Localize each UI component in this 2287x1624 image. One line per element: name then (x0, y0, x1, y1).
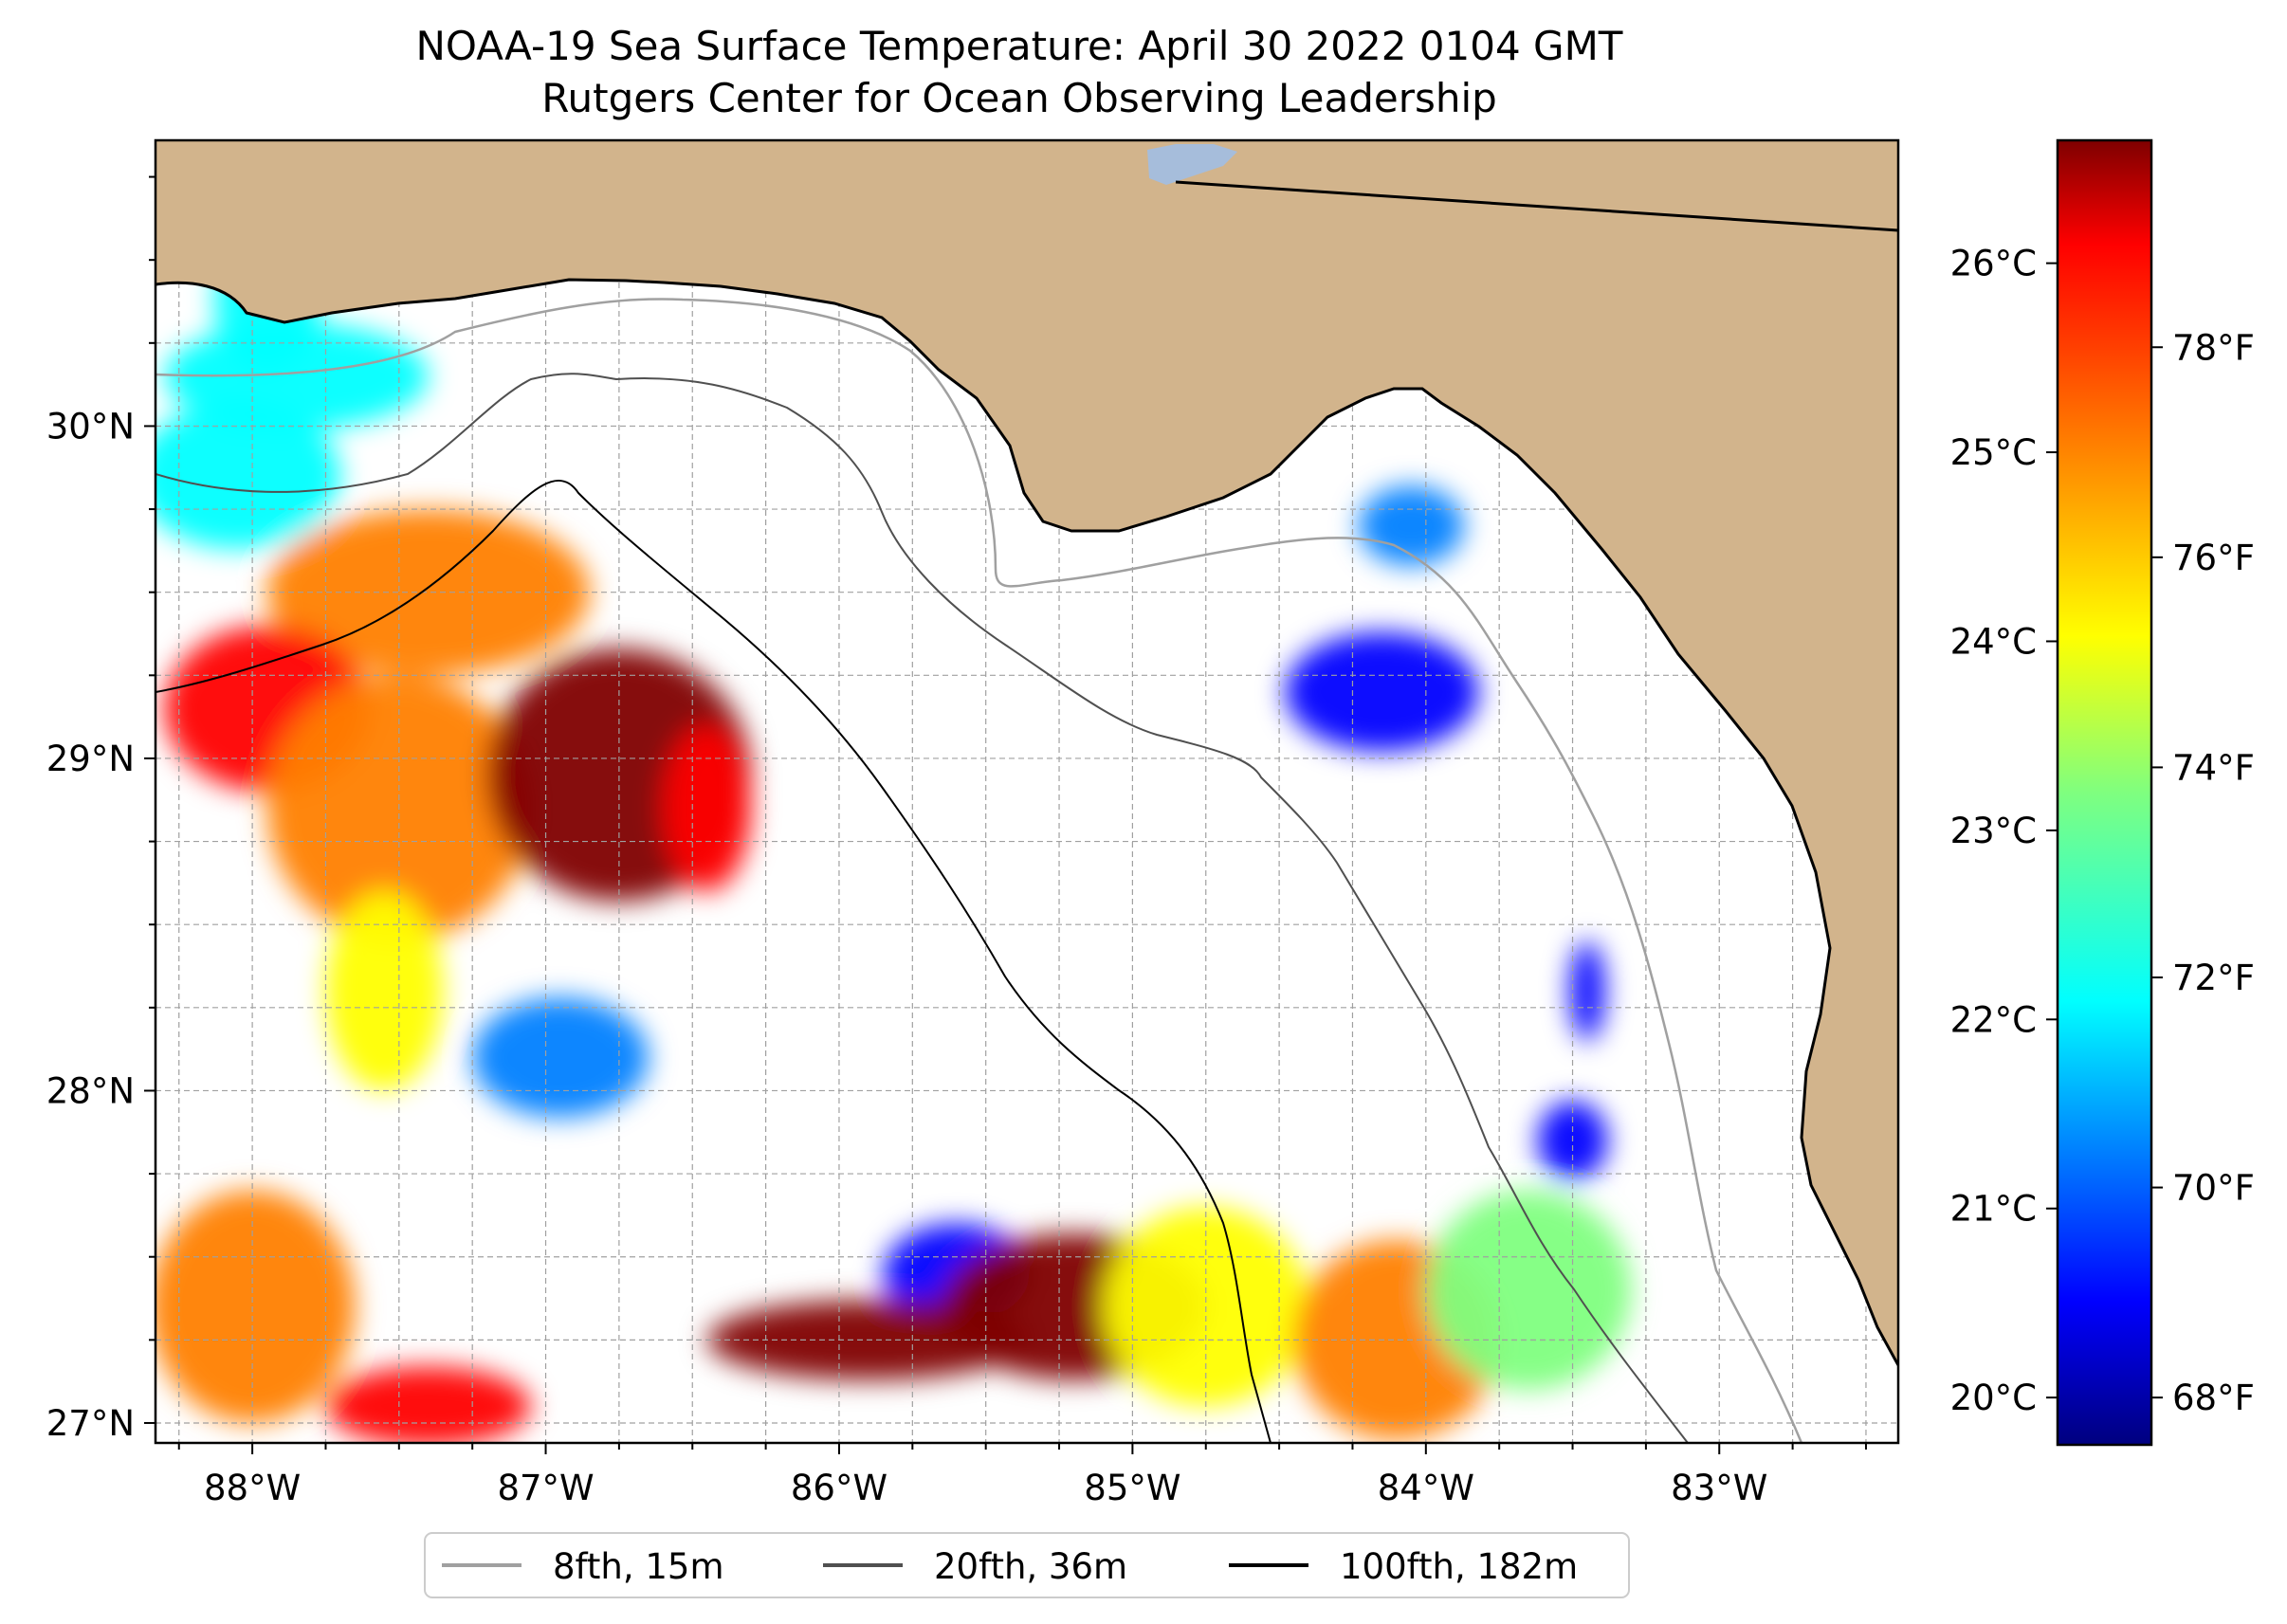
state-boundary (1175, 180, 1898, 232)
celsius-tick-label: 25°C (1950, 432, 2037, 473)
contour-100fth (156, 480, 1272, 1443)
fahrenheit-tick-label: 70°F (2172, 1168, 2255, 1209)
contour-8fth (156, 298, 1803, 1443)
lat-tick-label: 29°N (46, 739, 135, 779)
land-mass (156, 140, 1898, 1365)
sst-patch-sw-red-patch (325, 1366, 532, 1443)
celsius-tick-label: 26°C (1950, 244, 2037, 284)
fahrenheit-tick-label: 74°F (2172, 747, 2255, 788)
celsius-tick-label: 24°C (1950, 621, 2037, 662)
title-line-1: NOAA-19 Sea Surface Temperature: April 3… (416, 23, 1623, 69)
lat-tick-label: 28°N (46, 1070, 135, 1111)
celsius-tick-label: 23°C (1950, 811, 2037, 851)
sst-patch-big-bend-north (1358, 485, 1465, 566)
sst-patch-south-tongue (325, 891, 444, 1091)
longitude-axis: 88°W 87°W 86°W 85°W 84°W 83°W (177, 1443, 1867, 1508)
latitude-axis: 27°N 28°N 29°N 30°N (46, 175, 156, 1444)
sst-patch-scattered-cool (472, 997, 649, 1118)
lake (1147, 144, 1237, 185)
sst-patch-central-shelf-warm (266, 509, 590, 676)
sst-patch-east-blue-strip (1569, 940, 1605, 1041)
legend-label-100fth: 100fth, 182m (1340, 1546, 1578, 1587)
lon-tick-label: 84°W (1378, 1468, 1474, 1508)
lon-tick-label: 86°W (791, 1468, 887, 1508)
map-panel[interactable] (135, 140, 1898, 1447)
fahrenheit-tick-label: 68°F (2172, 1378, 2255, 1418)
colorbar: 20°C 21°C 22°C 23°C 24°C 25°C 26°C 68°F 70°F 72°… (1950, 138, 2255, 1447)
legend-label-8fth: 8fth, 15m (553, 1546, 724, 1587)
sst-patch-big-bend-cold (1285, 631, 1479, 752)
map-frame (154, 138, 1900, 1445)
lat-tick-label: 30°N (46, 406, 135, 447)
colorbar-gradient (2056, 138, 2153, 1447)
legend-box (424, 1532, 1630, 1598)
celsius-tick-label: 21°C (1950, 1189, 2037, 1230)
sst-patch-sw-orange (156, 1190, 356, 1423)
sst-patch-west-shelf-cool (156, 402, 340, 550)
colorbar-celsius-ticks: 20°C 21°C 22°C 23°C 24°C 25°C 26°C (1950, 244, 2058, 1418)
celsius-tick-label: 22°C (1950, 999, 2037, 1040)
lat-tick-label: 27°N (46, 1403, 135, 1444)
sst-patch-east-loop-edge (663, 724, 752, 892)
contour-20fth (156, 373, 1689, 1443)
colorbar-fahrenheit-ticks: 68°F 70°F 72°F 74°F 76°F 78°F (2151, 327, 2255, 1418)
coastline (156, 278, 1898, 1366)
title-line-2: Rutgers Center for Ocean Observing Leade… (541, 75, 1497, 121)
celsius-tick-label: 20°C (1950, 1378, 2037, 1418)
fahrenheit-tick-label: 78°F (2172, 327, 2255, 368)
lon-tick-label: 88°W (204, 1468, 301, 1508)
legend-label-20fth: 20fth, 36m (934, 1546, 1127, 1587)
fahrenheit-tick-label: 76°F (2172, 538, 2255, 578)
legend: 8fth, 15m 20fth, 36m 100fth, 182m (424, 1532, 1630, 1598)
lon-tick-label: 87°W (497, 1468, 594, 1508)
sst-patch-mississippi-sound (164, 322, 429, 429)
fahrenheit-tick-label: 72°F (2172, 958, 2255, 998)
lon-tick-label: 83°W (1671, 1468, 1767, 1508)
lon-tick-label: 85°W (1084, 1468, 1180, 1508)
